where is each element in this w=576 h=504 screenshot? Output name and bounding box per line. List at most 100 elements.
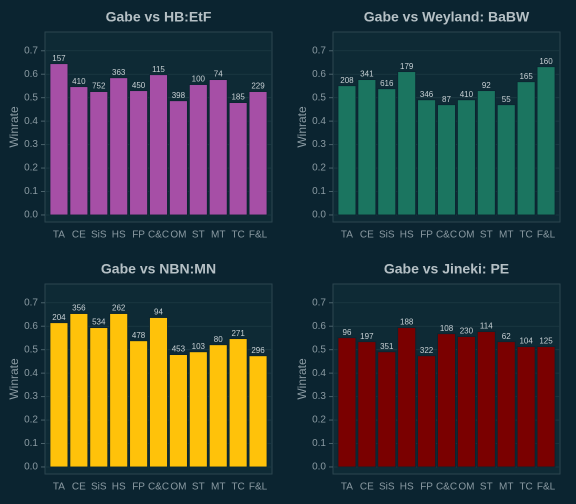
y-axis-label: Winrate <box>7 358 21 400</box>
bar <box>437 333 456 468</box>
x-tick-label: CE <box>72 482 86 493</box>
bar <box>228 102 248 216</box>
y-tick-label: 0.2 <box>312 163 326 174</box>
bar <box>228 338 248 468</box>
value-label: 104 <box>519 337 533 346</box>
bar <box>208 344 228 468</box>
bar <box>437 104 456 216</box>
x-tick-label: CE <box>360 230 374 241</box>
x-tick-label: TA <box>53 482 65 493</box>
chart-title: Gabe vs NBN:MN <box>101 261 216 277</box>
y-tick-label: 0.2 <box>24 163 38 174</box>
chart-title: Gabe vs Jineki: PE <box>384 261 509 277</box>
x-tick-label: TC <box>231 230 244 241</box>
bar <box>208 79 228 216</box>
bar <box>377 351 397 468</box>
bar <box>149 317 168 468</box>
chart-title: Gabe vs HB:EtF <box>106 9 212 25</box>
x-tick-label: MT <box>499 482 513 493</box>
x-tick-label: MT <box>211 230 225 241</box>
value-label: 363 <box>112 68 126 77</box>
value-label: 179 <box>400 62 414 71</box>
bar <box>89 327 109 468</box>
y-tick-label: 0.5 <box>24 92 38 103</box>
value-label: 185 <box>231 93 245 102</box>
bar <box>476 331 496 468</box>
x-tick-label: SiS <box>91 482 107 493</box>
y-tick-label: 0.0 <box>312 210 326 221</box>
bar <box>516 346 536 468</box>
value-label: 410 <box>72 77 86 86</box>
y-tick-label: 0.6 <box>312 321 326 332</box>
value-label: 108 <box>440 324 454 333</box>
value-label: 165 <box>519 72 533 81</box>
y-tick-label: 0.2 <box>312 415 326 426</box>
y-tick-label: 0.5 <box>24 344 38 355</box>
x-tick-label: SiS <box>91 230 107 241</box>
x-tick-label: OM <box>170 482 186 493</box>
x-tick-label: OM <box>458 230 474 241</box>
y-tick-label: 0.5 <box>312 344 326 355</box>
bar <box>357 341 377 468</box>
bar <box>69 86 89 216</box>
bar <box>149 74 168 216</box>
x-tick-label: OM <box>170 230 186 241</box>
bar <box>337 85 357 216</box>
y-tick-label: 0.0 <box>312 462 326 473</box>
bar <box>536 66 556 216</box>
y-tick-label: 0.7 <box>312 297 326 308</box>
bar <box>89 91 109 216</box>
x-tick-label: C&C <box>436 482 457 493</box>
bar <box>129 340 148 468</box>
value-label: 534 <box>92 318 106 327</box>
y-axis-label: Winrate <box>7 106 21 148</box>
bar <box>457 336 476 468</box>
x-tick-label: C&C <box>148 230 169 241</box>
bar <box>248 91 268 216</box>
value-label: 356 <box>72 304 86 313</box>
value-label: 157 <box>52 54 66 63</box>
bar <box>49 322 69 468</box>
x-tick-label: F&L <box>537 230 556 241</box>
value-label: 296 <box>251 346 265 355</box>
value-label: 271 <box>231 329 245 338</box>
y-tick-label: 0.6 <box>24 69 38 80</box>
y-tick-label: 0.3 <box>312 139 326 150</box>
bar <box>337 337 357 468</box>
bar <box>169 354 188 468</box>
x-tick-label: F&L <box>537 482 556 493</box>
y-tick-label: 0.5 <box>312 92 326 103</box>
bar <box>417 355 436 468</box>
bar <box>496 341 516 468</box>
value-label: 204 <box>52 313 66 322</box>
bar <box>377 88 397 216</box>
y-tick-label: 0.4 <box>24 368 38 379</box>
y-tick-label: 0.0 <box>24 210 38 221</box>
value-label: 450 <box>132 81 146 90</box>
value-label: 322 <box>420 346 434 355</box>
x-tick-label: FP <box>420 230 433 241</box>
bar <box>397 71 417 216</box>
bar <box>397 327 417 468</box>
x-tick-label: TC <box>519 230 532 241</box>
y-tick-label: 0.1 <box>24 186 38 197</box>
value-label: 87 <box>442 95 451 104</box>
x-tick-label: TA <box>341 230 353 241</box>
bar <box>49 63 69 216</box>
y-tick-label: 0.7 <box>312 45 326 56</box>
x-tick-label: TC <box>231 482 244 493</box>
x-tick-label: C&C <box>436 230 457 241</box>
x-tick-label: TA <box>341 482 353 493</box>
y-tick-label: 0.1 <box>312 186 326 197</box>
value-label: 160 <box>539 57 553 66</box>
x-tick-label: ST <box>192 230 205 241</box>
value-label: 80 <box>214 335 223 344</box>
x-tick-label: TA <box>53 230 65 241</box>
value-label: 346 <box>420 90 434 99</box>
value-label: 114 <box>480 322 493 331</box>
y-tick-label: 0.6 <box>24 321 38 332</box>
value-label: 55 <box>502 95 511 104</box>
x-tick-label: FP <box>132 482 145 493</box>
